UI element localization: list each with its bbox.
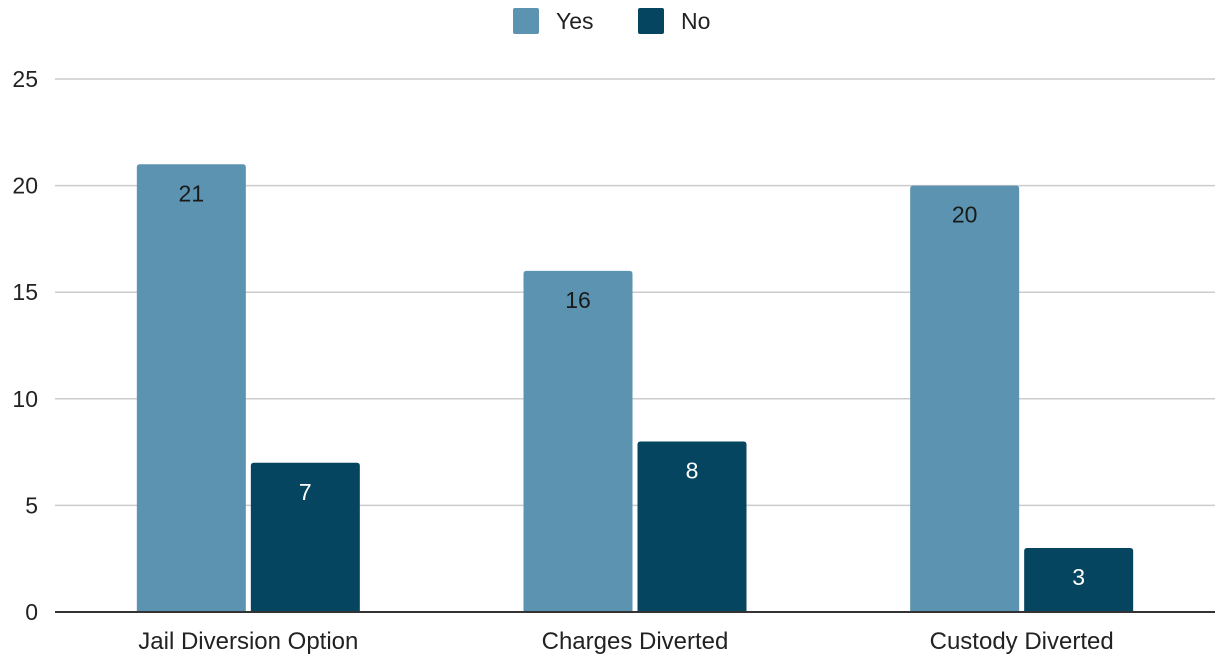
legend: Yes No [513,8,710,34]
y-tick-label: 25 [12,66,38,92]
bar-yes-1 [136,164,246,612]
data-label: 7 [299,479,312,505]
legend-swatch [513,8,539,34]
x-axis: Jail Diversion Option Charges Diverted Cus… [55,611,1215,655]
x-tick-label: Custody Diverted [930,628,1114,655]
gridlines [55,78,1215,507]
legend-item-no: No [638,8,710,34]
legend-label: No [681,8,710,34]
data-label: 21 [179,180,205,206]
legend-item-yes: Yes [513,8,594,34]
data-label: 3 [1072,564,1085,590]
y-tick-label: 10 [12,386,38,412]
y-tick-label: 20 [12,173,38,199]
x-tick-label: Charges Diverted [542,628,729,655]
bars: 21 7 16 8 20 3 [136,164,1134,612]
bar-no-2 [637,441,747,612]
data-label: 20 [952,202,978,228]
y-tick-label: 0 [25,599,38,625]
y-tick-label: 15 [12,279,38,305]
data-label: 16 [565,287,591,313]
bar-no-1 [250,462,360,612]
y-tick-label: 5 [25,492,38,518]
bar-yes-3 [910,185,1020,612]
legend-label: Yes [556,8,594,34]
legend-swatch [638,8,664,34]
y-axis-ticks: 0 5 10 15 20 25 [12,66,38,625]
data-label: 8 [686,457,699,483]
bar-yes-2 [523,270,633,612]
x-tick-label: Jail Diversion Option [138,628,358,655]
bar-no-3 [1024,548,1134,612]
